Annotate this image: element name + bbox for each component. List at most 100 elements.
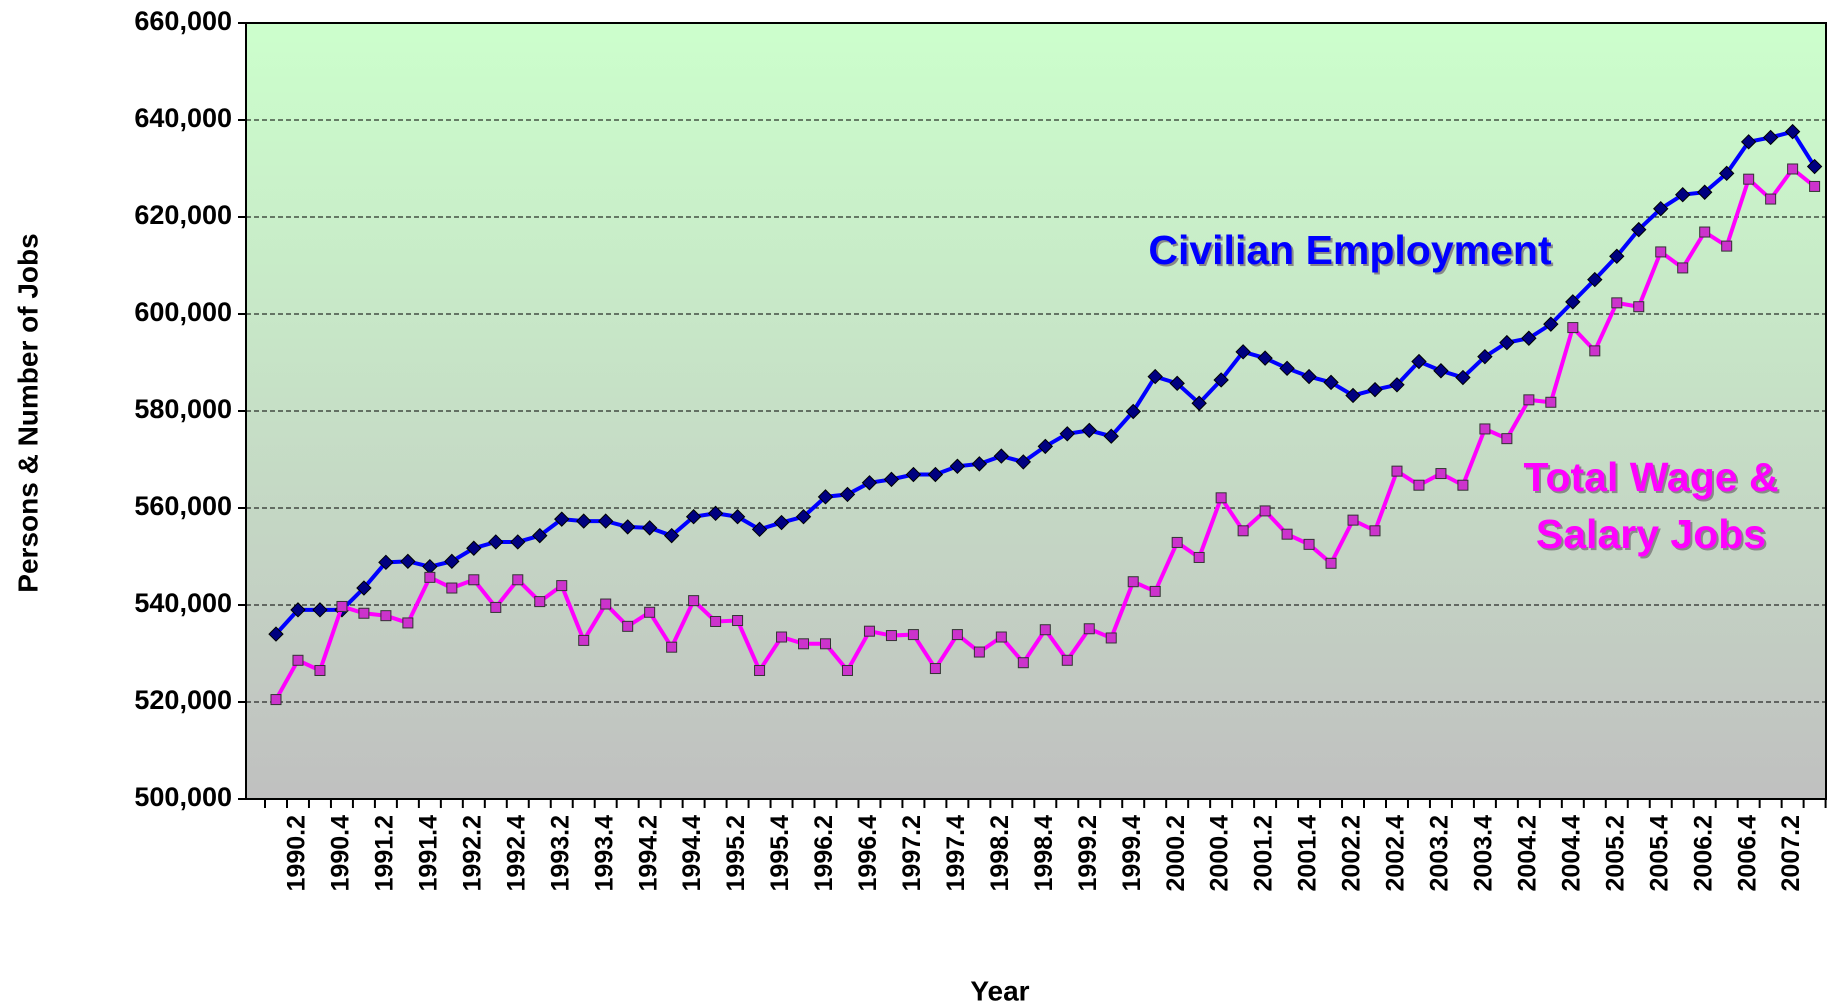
marker [707,505,724,522]
marker [685,509,702,525]
marker [622,620,634,632]
marker [1762,129,1779,146]
x-tick-label: 2003.2 [1426,815,1454,891]
marker [356,580,372,596]
marker [1809,180,1821,192]
marker [951,629,963,641]
marker [554,511,570,527]
marker [1083,623,1095,635]
marker [1633,301,1645,313]
y-tick-label: 520,000 [134,685,232,715]
marker [1413,479,1425,491]
marker [1587,271,1603,288]
marker [1125,403,1141,420]
marker [1784,123,1801,140]
marker [1171,536,1183,548]
marker [1675,186,1691,203]
marker [1149,585,1161,597]
marker [1765,193,1777,205]
marker [1545,396,1557,408]
marker [1457,479,1469,491]
marker [1523,394,1535,406]
marker [1169,375,1185,392]
marker [1609,248,1625,264]
marker [292,654,304,666]
marker [358,607,370,619]
marker [1369,525,1381,537]
marker [378,554,394,571]
marker [1743,173,1755,185]
marker [1017,657,1029,669]
annotation-shadow: Salary Jobs [1538,513,1768,559]
marker [534,596,546,608]
marker [776,631,788,643]
y-tick-label: 580,000 [134,394,232,424]
marker [1567,322,1579,334]
x-tick-label: 1995.2 [722,815,750,891]
marker [1479,423,1491,435]
x-tick-label: 1991.2 [371,815,399,891]
x-tick-label: 1991.4 [414,815,442,892]
x-tick-label: 1997.4 [942,815,970,892]
x-tick-label: 1996.2 [810,815,838,891]
marker [929,663,941,675]
marker [1699,226,1711,238]
marker [1323,374,1339,391]
marker [907,629,919,641]
marker [1237,525,1249,537]
marker [597,513,614,529]
marker [1411,353,1427,370]
marker [817,489,834,505]
marker [885,630,897,642]
marker [841,664,853,676]
marker [1721,240,1733,252]
marker [795,509,812,525]
marker [1127,576,1139,588]
marker [1677,262,1689,274]
marker [971,456,988,472]
marker [600,598,612,610]
y-tick-label: 660,000 [134,6,232,36]
marker [1611,297,1623,309]
marker [1281,528,1293,540]
marker [798,638,810,650]
x-tick-label: 1993.2 [546,815,574,891]
x-axis-title: Year [970,975,1029,1006]
marker [1303,538,1315,550]
marker [1391,465,1403,477]
marker [1696,184,1713,200]
marker [1015,454,1032,470]
marker [688,595,700,607]
marker [863,625,875,637]
marker [1389,377,1405,393]
marker [1565,294,1581,310]
marker [576,513,592,529]
x-tick-label: 2005.4 [1645,815,1673,892]
x-tick-label: 2003.4 [1470,815,1498,892]
marker [995,631,1007,643]
marker [1589,345,1601,357]
marker [1499,334,1515,351]
marker [1061,654,1073,666]
marker [1501,433,1513,445]
marker [1147,368,1163,385]
marker [490,601,502,613]
marker [641,520,658,536]
marker [312,602,328,618]
marker [754,664,766,676]
marker [1081,422,1097,439]
marker [1193,551,1205,563]
marker [619,519,636,535]
x-tick-label: 2000.2 [1162,815,1190,891]
marker [1213,372,1229,388]
marker [510,534,526,550]
marker [1521,330,1537,346]
x-tick-label: 1997.2 [898,815,926,891]
marker [1103,428,1119,444]
annotation-shadow: Civilian Employment [1150,229,1554,275]
x-tick-label: 2006.2 [1689,815,1717,891]
marker [927,466,944,483]
x-tick-label: 1990.4 [327,815,355,892]
marker [905,466,922,483]
